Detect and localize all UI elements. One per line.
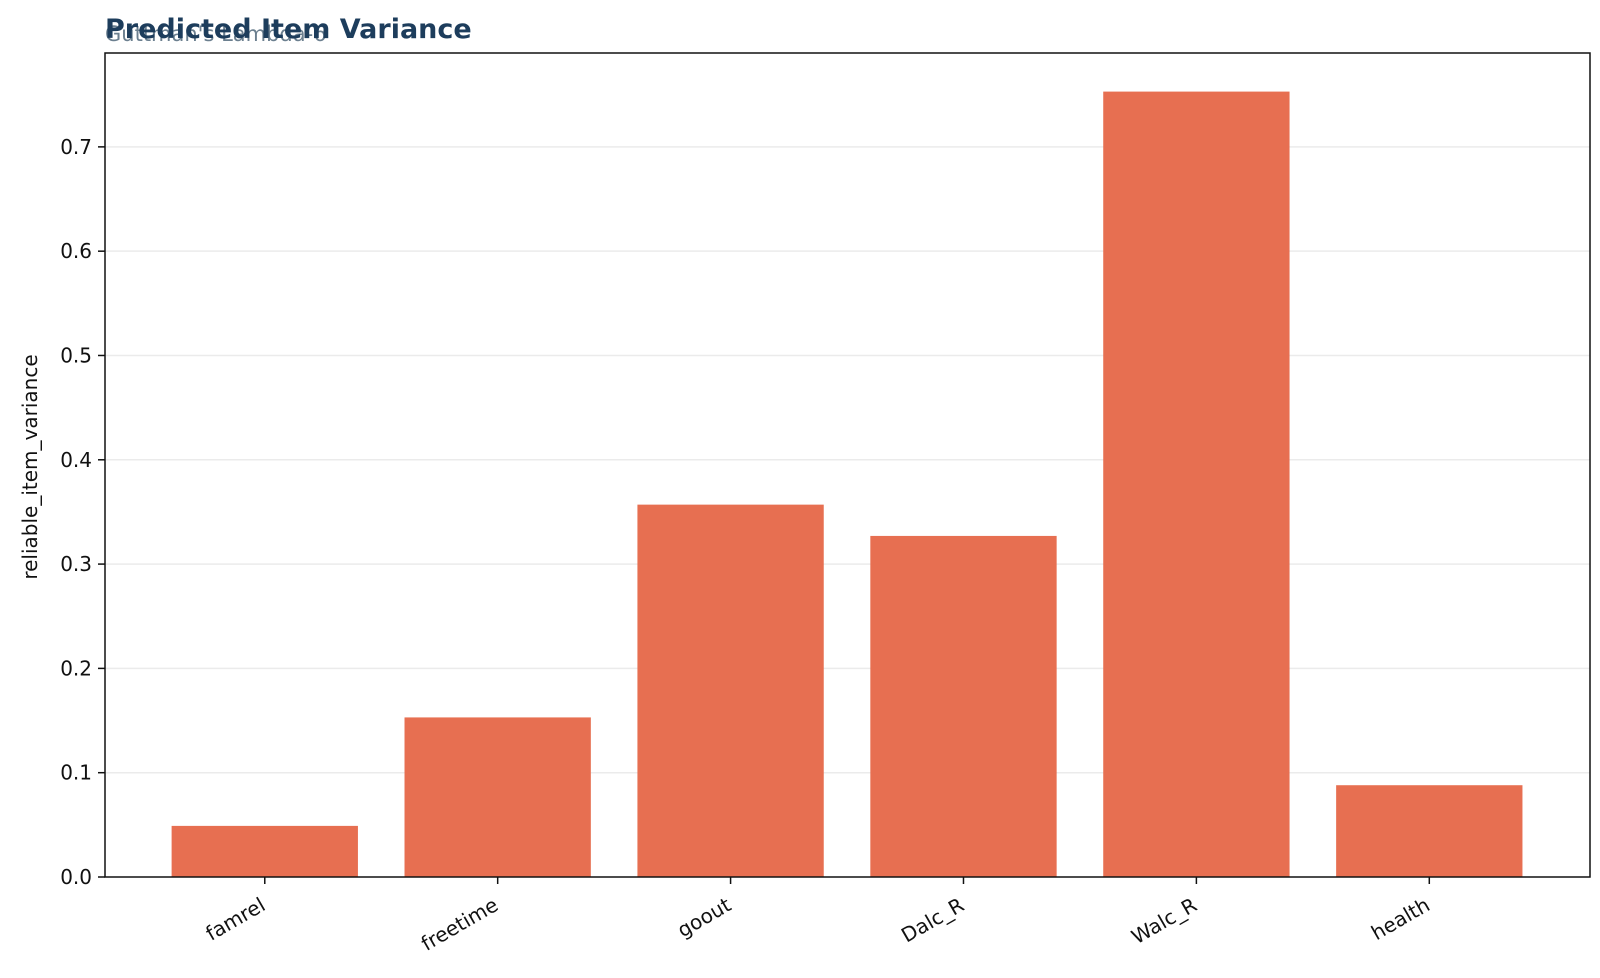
bar-freetime [404, 717, 591, 877]
y-tick-label: 0.0 [60, 865, 92, 889]
x-tick-label: health [1367, 893, 1434, 945]
y-axis-ticks: 0.0 0.1 0.2 0.3 0.4 0.5 0.6 0.7 [60, 135, 105, 889]
y-tick-label: 0.7 [60, 135, 92, 159]
plot-frame [104, 52, 1591, 878]
bar-health [1336, 785, 1523, 877]
x-axis-ticks: famrel freetime goout Dalc_R Walc_R health [201, 877, 1434, 956]
chart-title: Predicted Item Variance [105, 14, 472, 45]
x-tick-label: Walc_R [1127, 892, 1201, 948]
y-tick-label: 0.1 [60, 761, 92, 785]
bar-famrel [171, 825, 358, 877]
y-tick-label: 0.4 [60, 448, 92, 472]
x-tick-label: freetime [417, 893, 502, 956]
y-tick-label: 0.5 [60, 343, 92, 367]
bars [171, 91, 1523, 877]
y-tick-label: 0.3 [60, 552, 92, 576]
x-tick-label: goout [673, 892, 735, 942]
grid-lines [105, 146, 1590, 774]
bar-walc-r [1103, 91, 1290, 877]
bar-dalc-r [870, 535, 1057, 877]
y-tick-label: 0.6 [60, 239, 92, 263]
x-tick-label: Dalc_R [897, 892, 968, 947]
y-tick-label: 0.2 [60, 656, 92, 680]
x-tick-label: famrel [201, 893, 269, 946]
y-axis-label: reliable_item_variance [18, 354, 42, 579]
bar-goout [637, 504, 824, 877]
chart-subtitle: Guttman's Lambda-6 [105, 22, 327, 46]
